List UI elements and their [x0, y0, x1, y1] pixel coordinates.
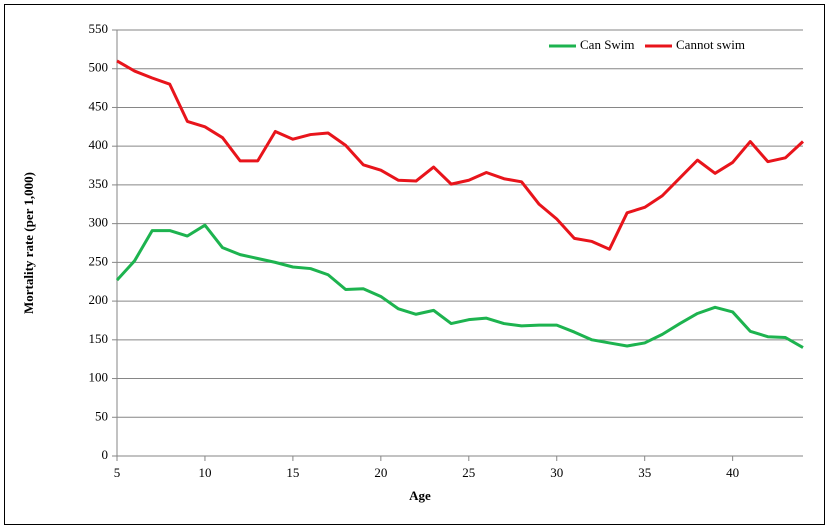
x-tick-label: 10: [198, 465, 211, 480]
x-tick-label: 5: [114, 465, 121, 480]
y-tick-label: 350: [89, 176, 109, 191]
legend-label: Can Swim: [580, 37, 635, 52]
y-tick-label: 400: [89, 137, 109, 152]
y-tick-label: 200: [89, 292, 109, 307]
x-tick-label: 20: [374, 465, 387, 480]
x-tick-label: 15: [286, 465, 299, 480]
y-tick-label: 550: [89, 21, 109, 36]
x-tick-label: 25: [462, 465, 475, 480]
x-tick-label: 35: [638, 465, 651, 480]
y-tick-label: 50: [95, 408, 108, 423]
legend-label: Cannot swim: [676, 37, 745, 52]
y-tick-label: 450: [89, 98, 109, 113]
x-tick-label: 40: [726, 465, 739, 480]
y-tick-label: 100: [89, 370, 109, 385]
chart-border: [4, 4, 825, 525]
y-tick-label: 300: [89, 215, 109, 230]
y-tick-label: 500: [89, 60, 109, 75]
x-axis-label: Age: [409, 488, 431, 503]
y-tick-label: 250: [89, 253, 109, 268]
y-tick-label: 150: [89, 331, 109, 346]
y-axis-label: Mortality rate (per 1,000): [21, 172, 36, 314]
y-tick-label: 0: [102, 447, 109, 462]
series-line: [115, 223, 804, 349]
series-line: [116, 59, 805, 251]
x-tick-label: 30: [550, 465, 563, 480]
